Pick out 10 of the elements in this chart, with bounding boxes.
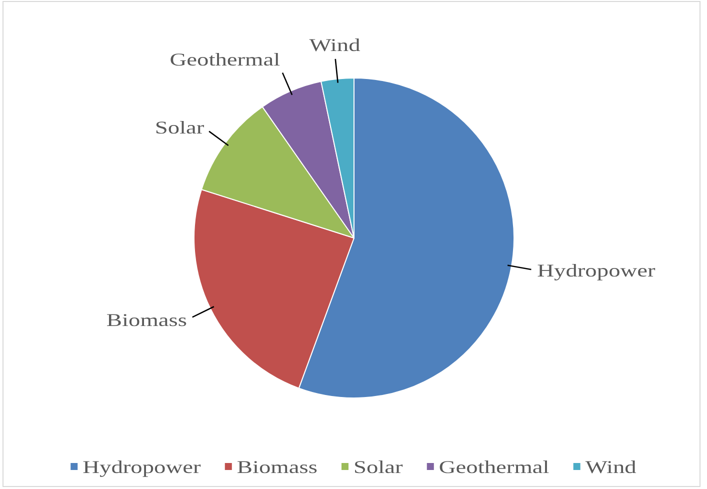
slice-label: Biomass [106,309,187,330]
slice-label: Wind [309,34,361,56]
legend-label: Biomass [236,456,318,478]
slice-label: Hydropower [537,260,656,281]
slice-label: Geothermal [170,48,280,70]
legend-label: Wind [585,456,637,478]
legend-label: Solar [353,456,403,478]
legend-label: Geothermal [438,456,550,478]
legend-label: Hydropower [82,456,201,478]
slice-label: Solar [154,117,204,138]
